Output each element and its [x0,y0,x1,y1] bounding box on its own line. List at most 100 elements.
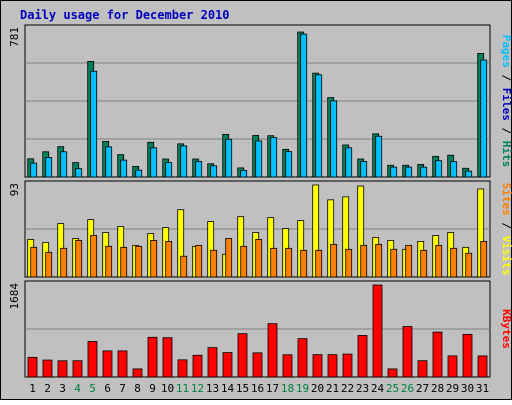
x-tick-label-13: 13 [206,382,219,395]
panel-kbytes: 1684 KBytes [8,280,512,378]
panels-group: 781 Pages / Files / Hits 93 Sites / Visits 1… [8,24,512,378]
series-legend: Pages / Files / Hits [500,35,512,168]
bar-sites-25 [390,248,398,278]
x-tick-label-12: 12 [191,382,204,395]
bar-files-22 [345,147,353,178]
bar-sites-6 [105,245,113,278]
bar-kbytes-13 [207,347,218,378]
bar-files-11 [180,145,188,178]
x-tick-label-22: 22 [341,382,354,395]
bar-sites-9 [150,239,158,278]
bar-sites-16 [255,239,263,278]
bar-files-2 [45,157,53,178]
x-tick-label-19: 19 [296,382,309,395]
bar-files-20 [315,74,323,178]
bar-sites-11 [180,255,188,278]
bar-sites-29 [450,247,458,278]
bar-kbytes-26 [402,326,413,378]
x-tick-label-31: 31 [476,382,489,395]
legend-kbytes: KBytes [500,309,512,349]
bar-sites-27 [420,249,428,278]
x-tick-label-11: 11 [176,382,189,395]
x-tick-label-20: 20 [311,382,324,395]
bar-files-19 [300,33,308,178]
y-max-label: 1684 [8,283,21,310]
x-tick-label-2: 2 [44,382,51,395]
x-tick-label-9: 9 [149,382,156,395]
bar-files-10 [165,162,173,178]
bar-sites-21 [330,243,338,278]
bar-kbytes-19 [297,338,308,378]
panel-pages-files-hits: 781 Pages / Files / Hits [8,24,512,178]
bar-sites-3 [60,247,68,278]
bar-files-30 [465,170,473,178]
bar-sites-13 [210,249,218,278]
bar-files-29 [450,161,458,178]
x-tick-label-21: 21 [326,382,339,395]
bar-kbytes-14 [222,352,233,378]
bar-files-16 [255,140,263,178]
bar-sites-17 [270,247,278,278]
bar-kbytes-5 [87,341,98,378]
bar-files-3 [60,151,68,178]
bar-kbytes-7 [117,350,128,378]
bar-kbytes-24 [372,284,383,378]
bar-sites-1 [30,246,38,278]
bar-kbytes-23 [357,335,368,378]
bar-sites-20 [315,249,323,278]
bar-files-28 [435,160,443,178]
x-tick-label-14: 14 [221,382,235,395]
bar-sites-12 [195,244,203,278]
x-tick-label-25: 25 [386,382,399,395]
bar-kbytes-2 [42,359,53,378]
bar-files-23 [360,161,368,178]
bar-files-7 [120,159,128,178]
bar-files-12 [195,161,203,178]
bar-kbytes-30 [462,333,473,378]
bar-files-17 [270,137,278,178]
bar-sites-19 [300,249,308,278]
x-tick-label-28: 28 [431,382,444,395]
bar-kbytes-8 [132,368,143,378]
x-tick-label-24: 24 [371,382,385,395]
chart-title: Daily usage for December 2010 [20,8,230,22]
bar-sites-26 [405,244,413,278]
x-tick-label-5: 5 [89,382,96,395]
bar-kbytes-11 [177,359,188,378]
bar-files-26 [405,166,413,178]
bar-kbytes-4 [72,360,83,378]
bar-kbytes-31 [477,355,488,378]
bar-kbytes-25 [387,368,398,378]
bar-kbytes-28 [432,331,443,378]
y-max-label: 93 [8,183,21,196]
bar-files-15 [240,169,248,178]
x-tick-label-23: 23 [356,382,369,395]
x-tick-label-10: 10 [161,382,174,395]
bar-files-31 [480,59,488,178]
bar-kbytes-18 [282,354,293,378]
bar-sites-14 [225,238,233,278]
legend-files: Files [500,88,512,121]
legend-sites: Sites [500,183,512,216]
bar-sites-8 [135,245,143,278]
x-tick-label-15: 15 [236,382,249,395]
legend-hits: Hits [500,141,512,168]
bar-kbytes-21 [327,354,338,378]
x-tick-label-3: 3 [59,382,66,395]
bar-kbytes-10 [162,337,173,378]
bar-sites-10 [165,240,173,278]
bar-files-24 [375,135,383,178]
bar-files-5 [90,70,98,178]
bar-sites-7 [120,246,128,278]
bar-files-21 [330,100,338,178]
x-tick-label-16: 16 [251,382,264,395]
bar-files-27 [420,166,428,178]
bar-sites-28 [435,244,443,278]
x-tick-label-27: 27 [416,382,429,395]
bar-sites-2 [45,251,53,278]
bar-files-14 [225,138,233,178]
legend-visits: Visits [500,236,512,276]
bar-sites-30 [465,252,473,278]
